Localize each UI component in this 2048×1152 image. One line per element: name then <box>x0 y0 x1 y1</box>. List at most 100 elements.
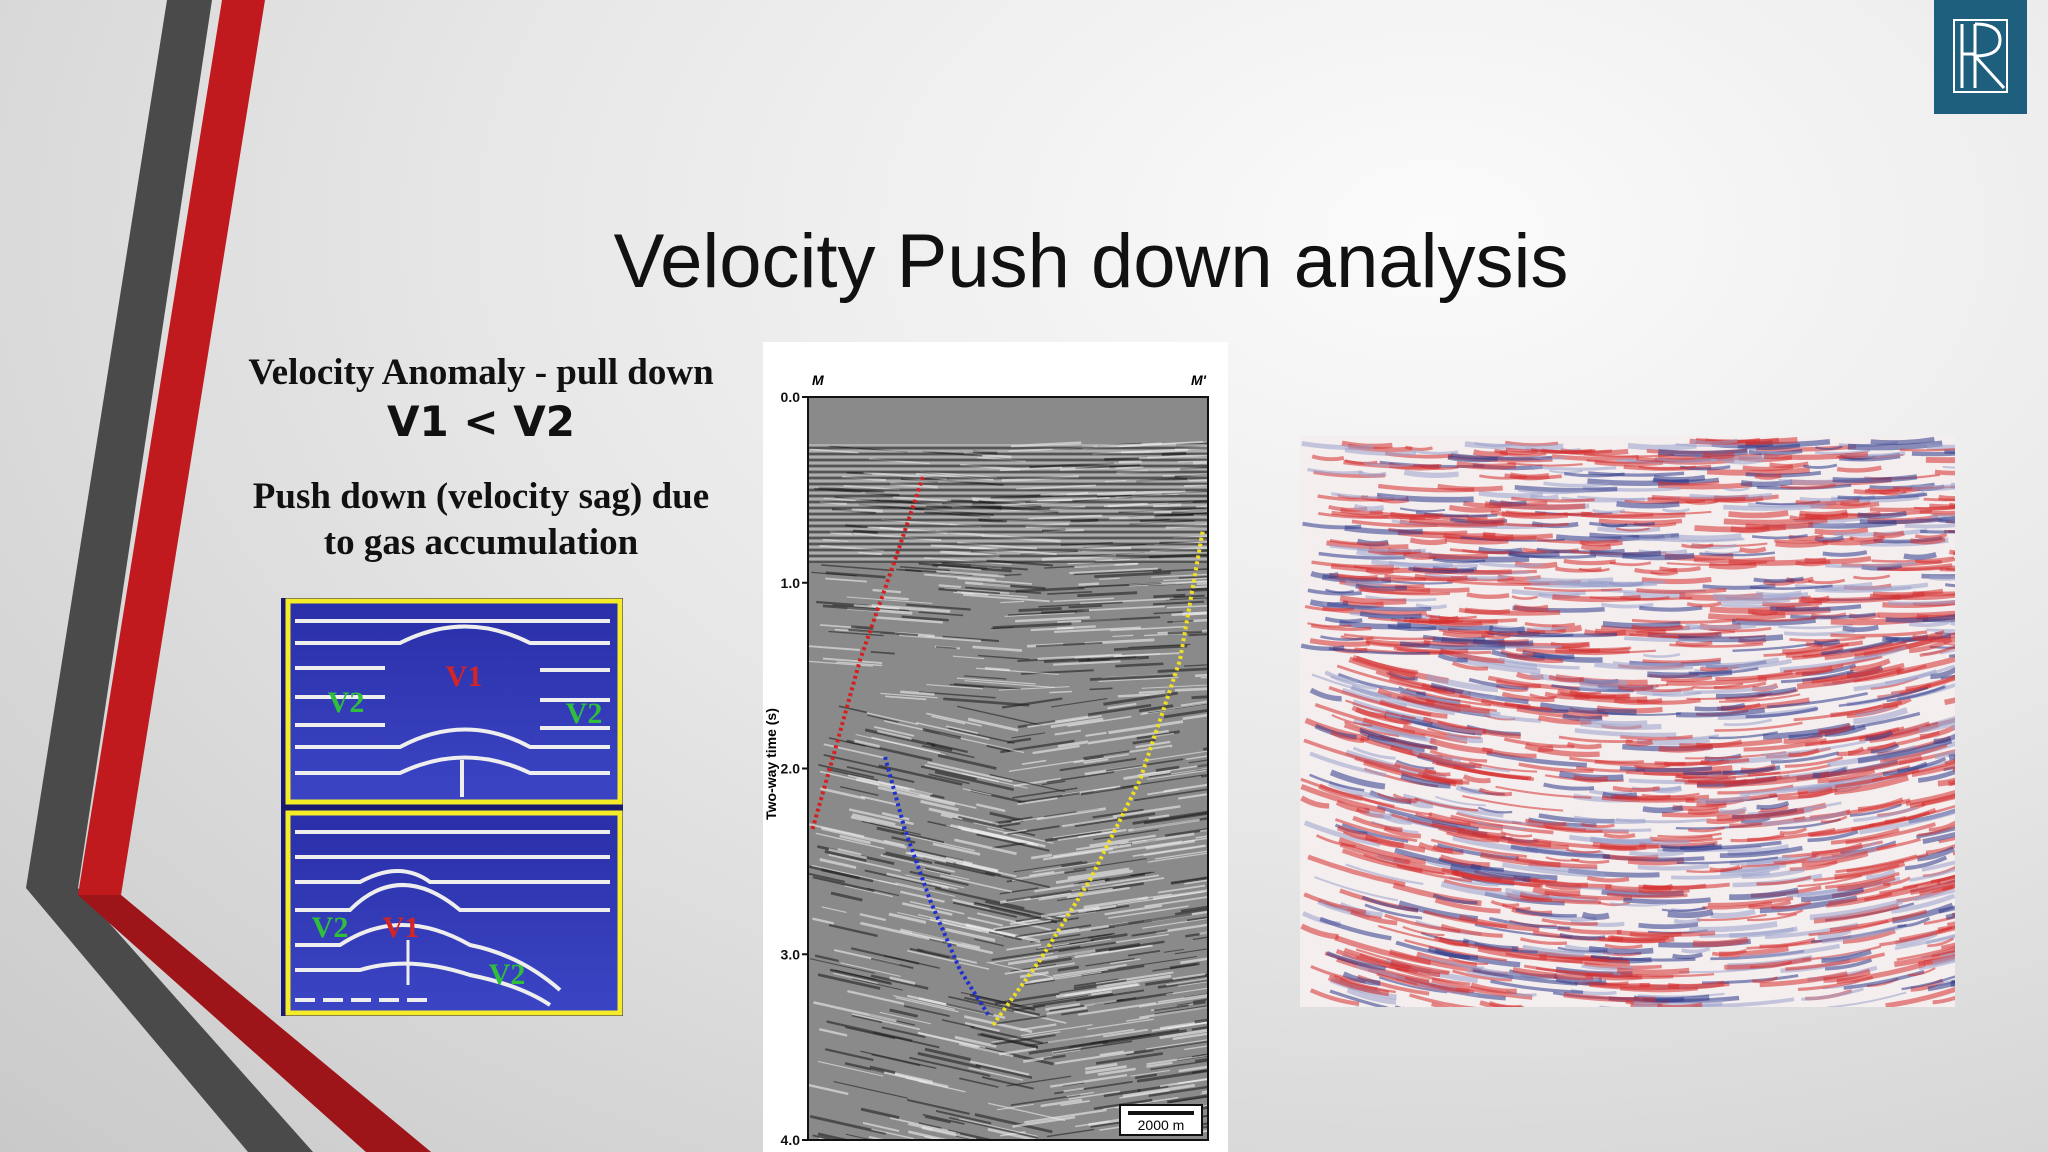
texture <box>1138 690 1166 694</box>
texture <box>1572 774 1609 783</box>
texture <box>1614 794 1671 801</box>
texture <box>1745 706 1819 719</box>
texture <box>1709 864 1741 872</box>
texture <box>917 914 971 928</box>
texture <box>1815 585 1912 593</box>
texture <box>1801 987 1864 1001</box>
texture <box>1355 655 1418 675</box>
texture <box>1344 459 1378 465</box>
texture <box>1681 946 1711 954</box>
texture <box>1853 805 1918 823</box>
texture <box>1142 917 1208 929</box>
texture <box>1405 687 1492 707</box>
texture <box>1820 815 1848 824</box>
texture <box>1350 909 1398 926</box>
texture <box>1682 684 1777 695</box>
texture <box>1952 851 1955 856</box>
texture <box>1147 788 1179 796</box>
texture <box>1600 523 1628 528</box>
texture <box>1870 743 1900 754</box>
texture <box>1125 1050 1154 1056</box>
texture <box>1383 715 1412 725</box>
texture <box>1805 640 1864 648</box>
texture <box>1803 463 1838 469</box>
texture <box>888 912 927 924</box>
texture <box>962 818 1036 837</box>
texture <box>907 950 990 970</box>
texture <box>870 957 914 969</box>
texture <box>950 823 1039 847</box>
texture <box>1104 904 1163 916</box>
texture <box>844 885 893 898</box>
texture <box>1145 973 1208 987</box>
texture <box>936 646 957 650</box>
texture <box>1563 472 1625 478</box>
seismic-image <box>1300 436 1955 1007</box>
texture <box>1775 540 1828 548</box>
texture <box>1789 514 1824 521</box>
texture <box>1879 926 1953 947</box>
texture <box>1052 1040 1133 1054</box>
texture <box>1109 625 1185 632</box>
texture <box>1001 697 1063 709</box>
texture <box>808 645 860 651</box>
texture <box>1948 529 1955 533</box>
texture <box>1007 825 1060 835</box>
texture <box>1345 863 1424 886</box>
texture <box>859 913 886 922</box>
texture <box>1675 640 1713 647</box>
texture <box>1337 573 1427 582</box>
texture <box>1724 956 1812 970</box>
texture <box>1811 842 1864 857</box>
texture <box>962 862 999 873</box>
texture <box>1430 838 1527 858</box>
texture <box>936 570 1005 578</box>
texture <box>1143 845 1207 857</box>
texture <box>1932 955 1955 966</box>
texture <box>897 911 982 932</box>
texture <box>956 677 1036 685</box>
texture <box>1896 945 1955 961</box>
texture <box>1115 466 1144 469</box>
texture <box>1523 944 1614 955</box>
texture <box>1060 1100 1090 1107</box>
texture <box>987 1127 1037 1140</box>
texture <box>860 795 898 806</box>
texture <box>1953 758 1955 762</box>
texture <box>1686 601 1722 608</box>
texture <box>1741 867 1805 879</box>
texture <box>812 917 835 925</box>
texture <box>929 938 957 947</box>
texture <box>1095 1052 1164 1065</box>
texture <box>1638 465 1696 470</box>
texture <box>1905 674 1955 692</box>
texture <box>1163 708 1208 719</box>
texture <box>920 799 959 812</box>
texture <box>1418 752 1482 769</box>
texture <box>974 1113 1053 1134</box>
texture <box>1403 1006 1405 1007</box>
texture <box>1699 551 1775 557</box>
texture <box>1121 774 1203 788</box>
texture <box>821 868 860 880</box>
texture <box>1940 942 1955 950</box>
texture <box>864 728 936 748</box>
texture <box>1180 957 1208 965</box>
texture <box>1701 657 1780 668</box>
texture <box>1672 952 1703 960</box>
texture <box>1074 944 1153 959</box>
texture <box>1917 769 1955 783</box>
texture <box>1343 720 1400 738</box>
texture <box>1681 543 1714 549</box>
texture <box>1938 905 1955 914</box>
texture <box>1811 662 1905 684</box>
texture <box>1581 911 1610 921</box>
texture <box>1073 753 1129 764</box>
texture <box>1184 664 1208 667</box>
texture <box>1912 591 1955 597</box>
texture <box>1666 561 1768 566</box>
texture <box>1771 900 1812 910</box>
texture <box>1911 451 1955 457</box>
texture <box>965 586 1042 595</box>
diagram: V2 V1 V2 V2 V1 V2 <box>281 598 623 1016</box>
